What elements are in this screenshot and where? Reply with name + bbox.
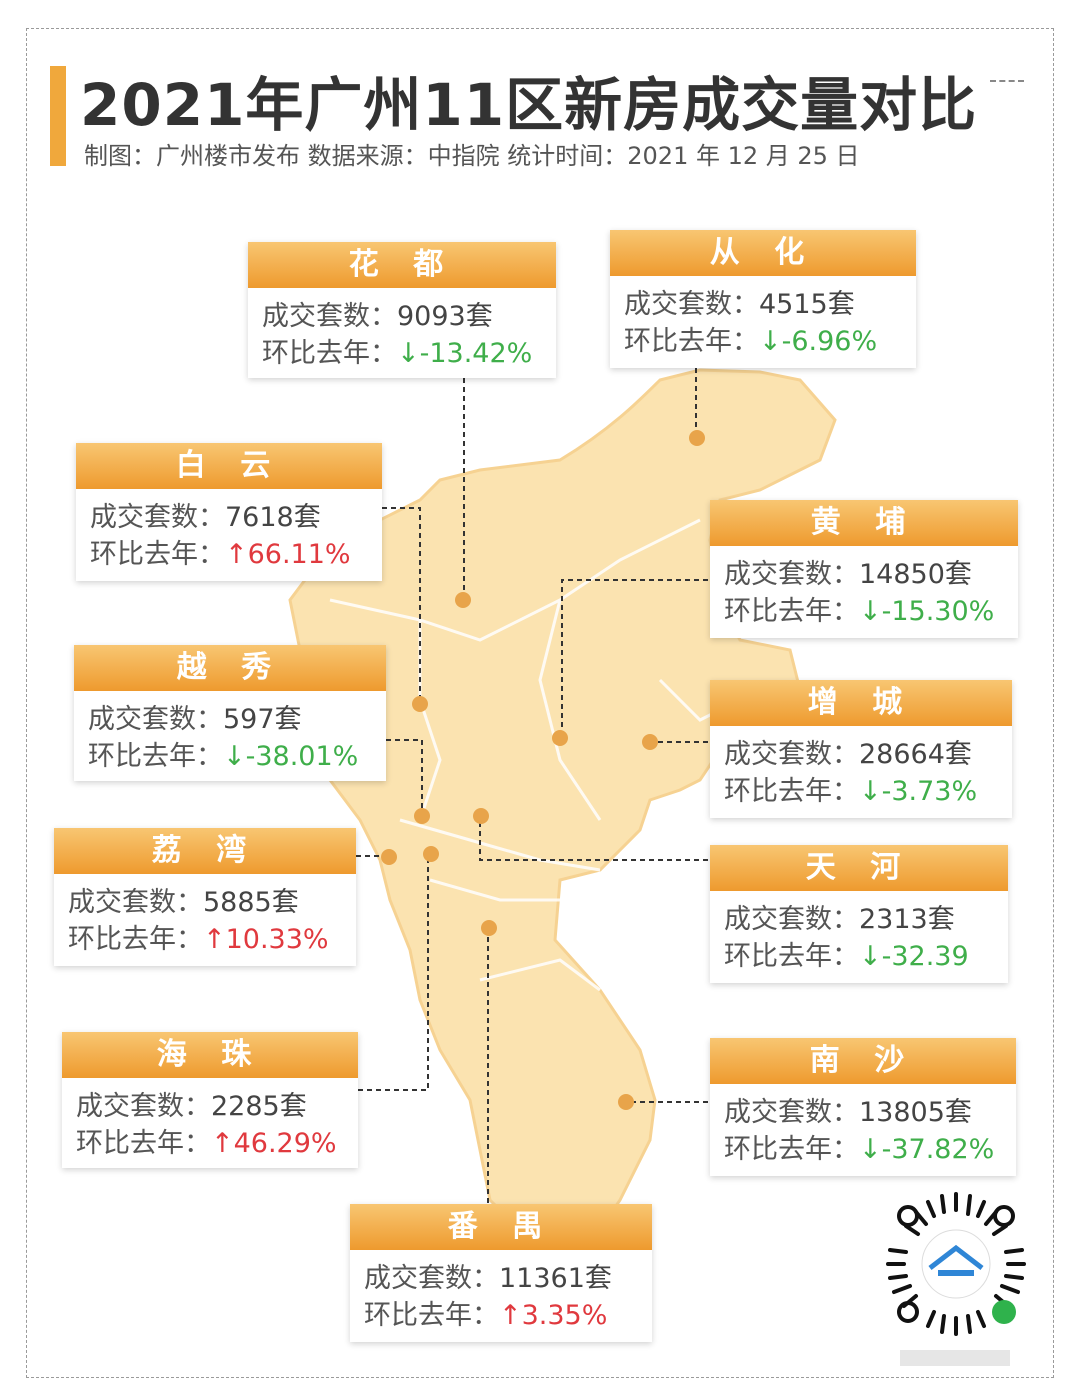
page-frame [26, 28, 1054, 1378]
yoy-label: 环比去年： [724, 1134, 859, 1165]
dot-yuexiu [414, 808, 430, 824]
leader-line-yuexiu [386, 739, 423, 816]
boundary-line [329, 518, 701, 642]
dot-liwan [381, 849, 397, 865]
deals-value: 4515套 [759, 289, 855, 320]
dot-huangpu [552, 730, 568, 746]
card-huadu: 花 都 成交套数：9093套 环比去年：↓-13.42% [248, 242, 556, 378]
district-name: 海 珠 [62, 1032, 358, 1078]
deals-label: 成交套数： [724, 739, 859, 770]
deals-value: 13805套 [859, 1097, 972, 1128]
yoy-label: 环比去年： [76, 1128, 211, 1159]
district-name: 天 河 [710, 845, 1008, 891]
district-name: 荔 湾 [54, 828, 356, 874]
district-name: 白 云 [76, 443, 382, 489]
boundary-line [399, 818, 601, 872]
yoy-value: ↓-6.96% [759, 326, 878, 357]
corner-mark [990, 80, 1024, 82]
deals-value: 2313套 [859, 904, 955, 935]
district-name: 增 城 [710, 680, 1012, 726]
boundary-line [479, 958, 601, 992]
deals-label: 成交套数： [88, 704, 223, 735]
deals-label: 成交套数： [724, 559, 859, 590]
card-conghua: 从 化 成交套数：4515套 环比去年：↓-6.96% [610, 230, 916, 368]
deals-value: 28664套 [859, 739, 972, 770]
deals-label: 成交套数： [76, 1091, 211, 1122]
yoy-label: 环比去年： [262, 338, 397, 369]
boundary-line [429, 878, 560, 902]
dot-tianhe [473, 808, 489, 824]
card-panyu: 番 禺 成交套数：11361套 环比去年：↑3.35% [350, 1204, 652, 1342]
yoy-label: 环比去年： [724, 776, 859, 807]
district-name: 南 沙 [710, 1038, 1016, 1084]
yoy-value: ↓-13.42% [397, 338, 533, 369]
deals-label: 成交套数： [90, 502, 225, 533]
dot-huadu [455, 592, 471, 608]
yoy-value: ↓-15.30% [859, 596, 995, 627]
card-tianhe: 天 河 成交套数：2313套 环比去年：↓-32.39 [710, 845, 1008, 983]
yoy-label: 环比去年： [68, 924, 203, 955]
deals-label: 成交套数： [262, 301, 397, 332]
deals-value: 7618套 [225, 502, 321, 533]
district-name: 花 都 [248, 242, 556, 288]
district-name: 越 秀 [74, 645, 386, 691]
dot-nansha [618, 1094, 634, 1110]
dot-zengcheng [642, 734, 658, 750]
yoy-label: 环比去年： [364, 1300, 499, 1331]
yoy-value: ↑66.11% [225, 539, 351, 570]
yoy-value: ↓-38.01% [223, 741, 359, 772]
deals-label: 成交套数： [724, 904, 859, 935]
card-baiyun: 白 云 成交套数：7618套 环比去年：↑66.11% [76, 443, 382, 581]
yoy-label: 环比去年： [724, 941, 859, 972]
district-name: 从 化 [610, 230, 916, 276]
yoy-value: ↓-32.39 [859, 941, 969, 972]
qr-caption-bar [900, 1350, 1010, 1366]
yoy-value: ↓-37.82% [859, 1134, 995, 1165]
page-title: 2021年广州11区新房成交量对比 [80, 71, 978, 139]
deals-value: 597套 [223, 704, 302, 735]
yoy-label: 环比去年： [90, 539, 225, 570]
card-huangpu: 黄 埔 成交套数：14850套 环比去年：↓-15.30% [710, 500, 1018, 638]
deals-label: 成交套数： [68, 887, 203, 918]
yoy-value: ↑46.29% [211, 1128, 337, 1159]
deals-value: 2285套 [211, 1091, 307, 1122]
deals-label: 成交套数： [624, 289, 759, 320]
yoy-label: 环比去年： [724, 596, 859, 627]
title-accent-bar [50, 66, 66, 166]
leader-line-haizhu [358, 854, 429, 1091]
district-name: 番 禺 [350, 1204, 652, 1250]
card-nansha: 南 沙 成交套数：13805套 环比去年：↓-37.82% [710, 1038, 1016, 1176]
deals-value: 5885套 [203, 887, 299, 918]
leader-line-huangpu [561, 579, 708, 738]
yoy-value: ↑10.33% [203, 924, 329, 955]
deals-value: 9093套 [397, 301, 493, 332]
qr-code-image[interactable] [878, 1186, 1034, 1342]
leader-line-tianhe [479, 816, 708, 861]
yoy-label: 环比去年： [88, 741, 223, 772]
dot-panyu [481, 920, 497, 936]
deals-label: 成交套数： [364, 1263, 499, 1294]
card-haizhu: 海 珠 成交套数：2285套 环比去年：↑46.29% [62, 1032, 358, 1168]
yoy-value: ↓-3.73% [859, 776, 978, 807]
deals-value: 14850套 [859, 559, 972, 590]
yoy-value: ↑3.35% [499, 1300, 608, 1331]
card-liwan: 荔 湾 成交套数：5885套 环比去年：↑10.33% [54, 828, 356, 966]
boundary-line [538, 599, 602, 821]
card-zengcheng: 增 城 成交套数：28664套 环比去年：↓-3.73% [710, 680, 1012, 818]
deals-value: 11361套 [499, 1263, 612, 1294]
leader-line-baiyun [382, 507, 421, 704]
card-yuexiu: 越 秀 成交套数：597套 环比去年：↓-38.01% [74, 645, 386, 781]
dot-haizhu [423, 846, 439, 862]
district-name: 黄 埔 [710, 500, 1018, 546]
page-subtitle: 制图：广州楼市发布 数据来源：中指院 统计时间：2021 年 12 月 25 日 [84, 142, 860, 170]
dot-baiyun [412, 696, 428, 712]
deals-label: 成交套数： [724, 1097, 859, 1128]
dot-conghua [689, 430, 705, 446]
yoy-label: 环比去年： [624, 326, 759, 357]
